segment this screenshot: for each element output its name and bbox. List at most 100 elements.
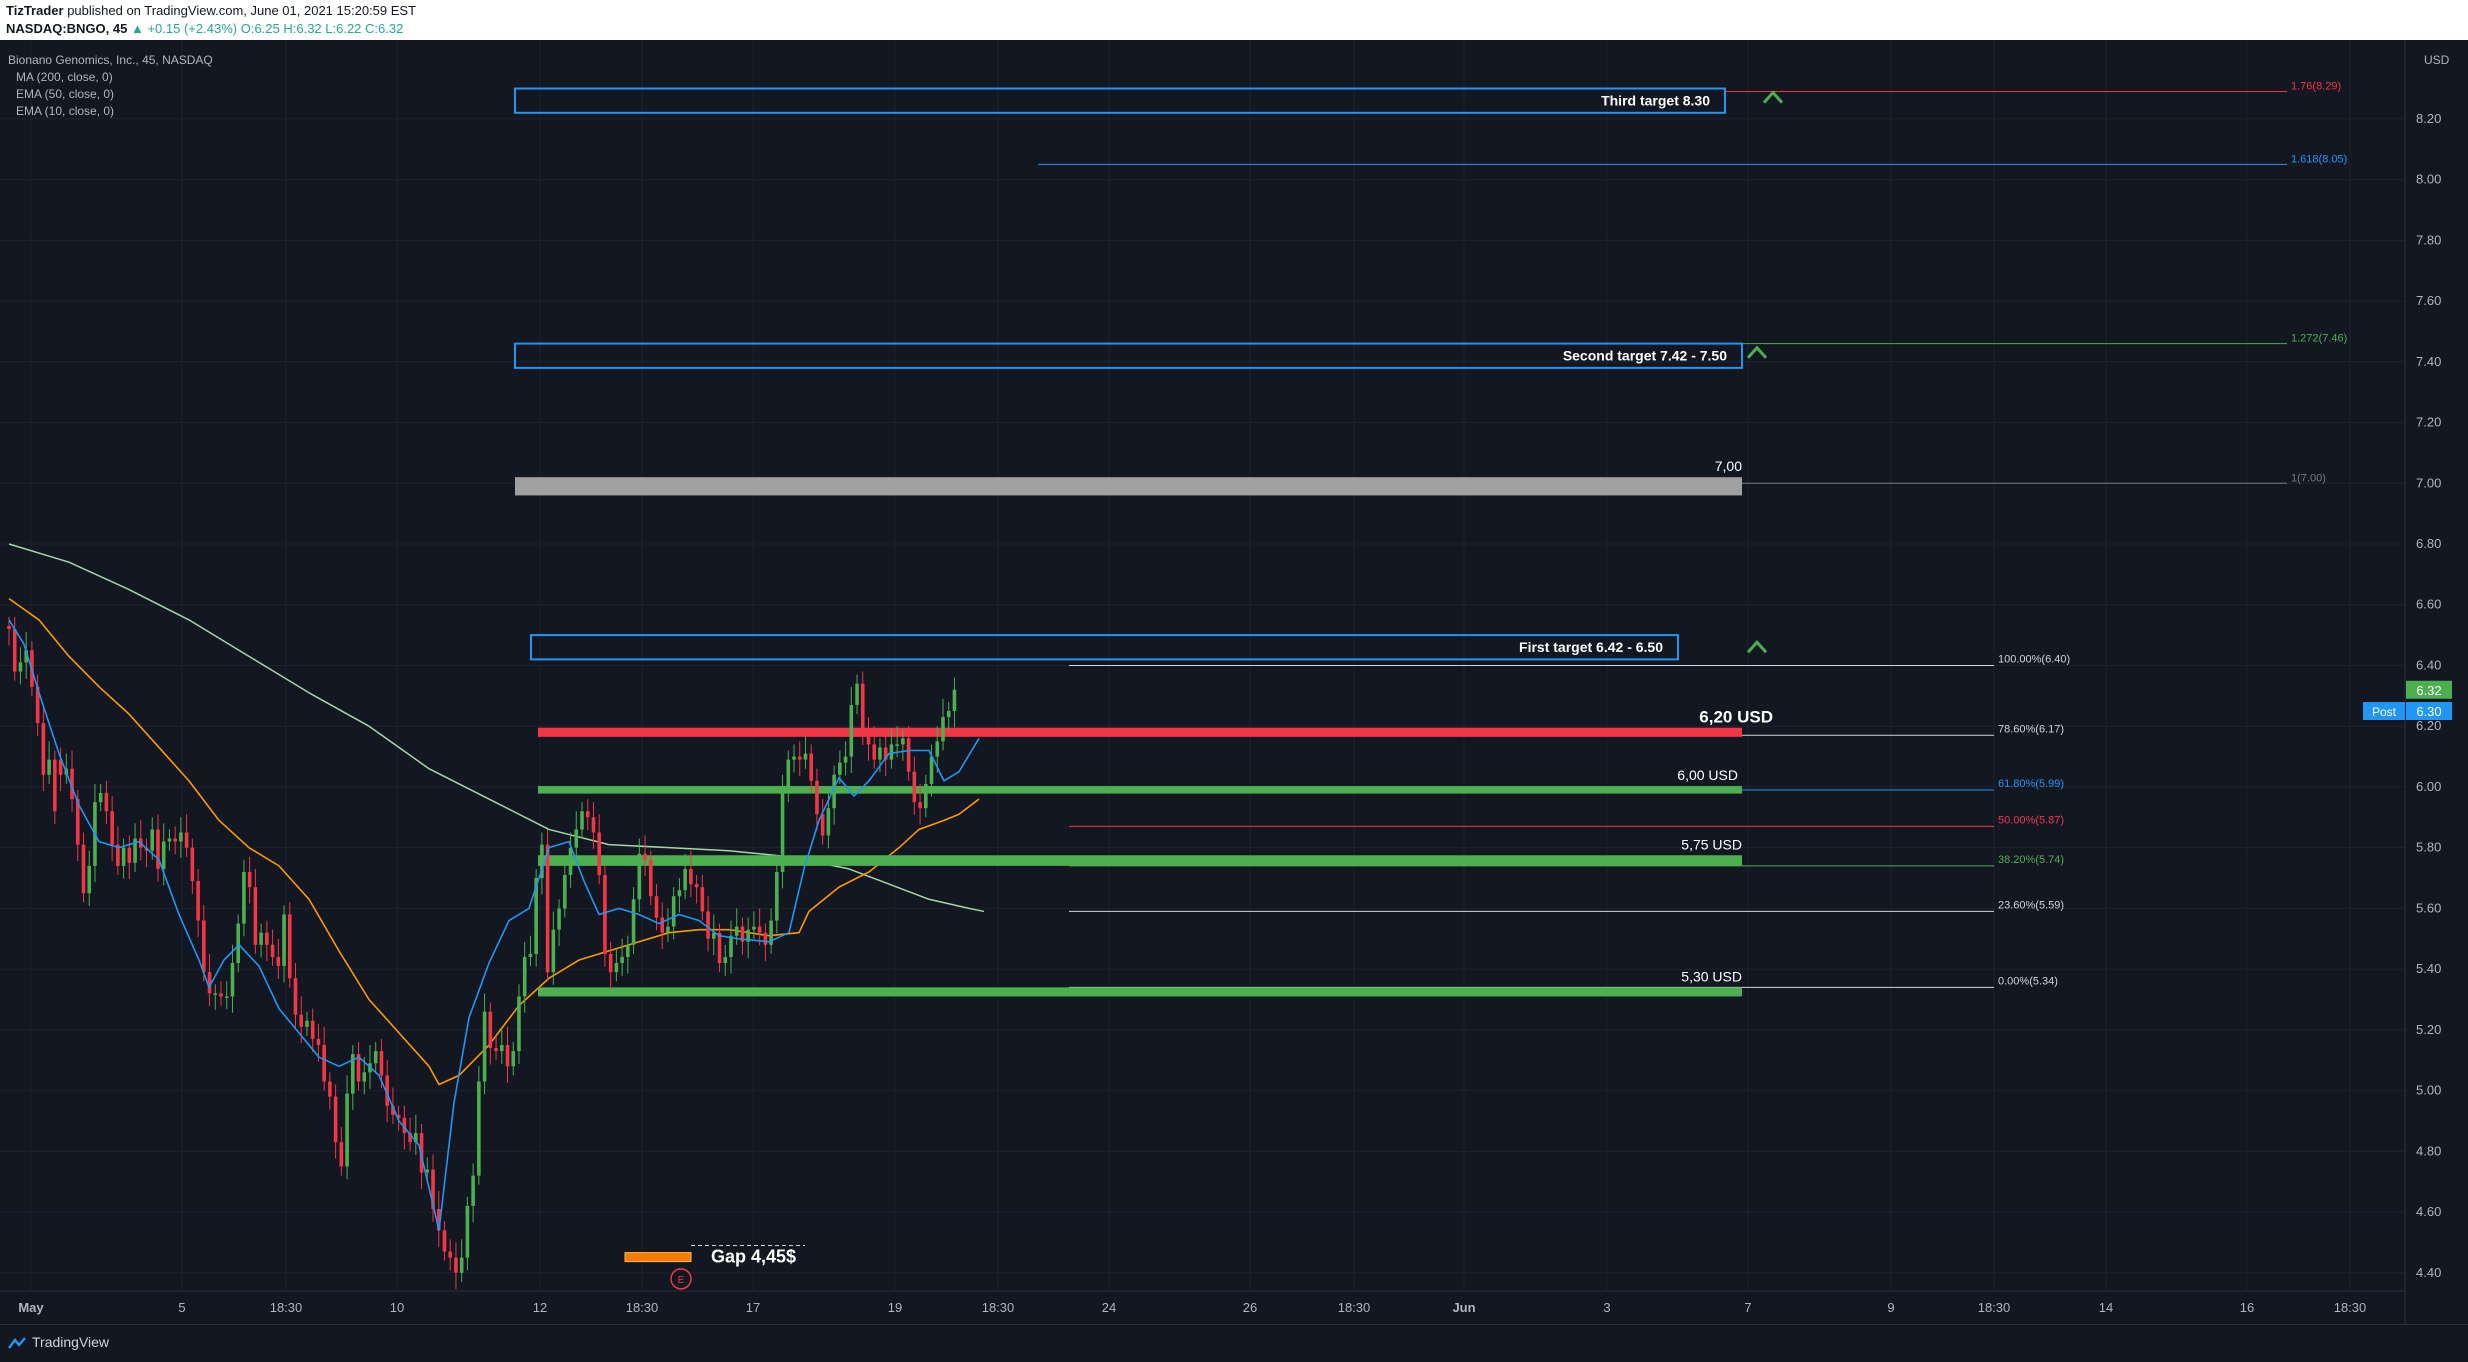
candle-body [362, 1072, 367, 1082]
candle-body [58, 759, 63, 775]
candle-body [585, 811, 590, 818]
candle-body [752, 926, 756, 930]
candle-body [557, 908, 561, 930]
post-price-badge [2406, 702, 2452, 721]
fib-level-label: 78.60%(6.17) [1998, 723, 2064, 735]
candle-body [459, 1257, 464, 1273]
candle-body [431, 1169, 435, 1210]
candle-body [425, 1169, 430, 1173]
ma200-legend[interactable]: MA (200, close, 0) [16, 70, 113, 84]
candle-body [757, 926, 762, 933]
candle-body [597, 832, 601, 875]
time-tick: 26 [1243, 1300, 1257, 1315]
price-tick: 5.00 [2416, 1083, 2441, 1098]
candle-body [396, 1114, 401, 1118]
target-label: Second target 7.42 - 7.50 [1563, 348, 1727, 364]
candle-body [70, 768, 74, 800]
candlesticks [7, 616, 957, 1290]
time-tick: 17 [746, 1300, 760, 1315]
time-tick: 19 [888, 1300, 902, 1315]
instrument-legend[interactable]: Bionano Genomics, Inc., 45, NASDAQ [8, 53, 213, 67]
up-arrow-icon [1762, 90, 1784, 104]
time-tick: 3 [1603, 1300, 1610, 1315]
candle-body [654, 896, 659, 918]
candle-body [310, 1020, 315, 1039]
time-tick: 18:30 [626, 1300, 659, 1315]
publisher-name[interactable]: TizTrader [6, 3, 64, 18]
candle-body [866, 732, 871, 745]
candle-body [929, 756, 934, 784]
tradingview-logo[interactable]: TradingView [8, 1334, 109, 1350]
price-tick: 5.80 [2416, 840, 2441, 855]
level-label: 5,30 USD [1681, 968, 1742, 984]
candle-body [786, 759, 791, 793]
fib-level-label: 61.80%(5.99) [1998, 778, 2064, 790]
candle-body [906, 738, 911, 772]
candle-body [190, 847, 195, 882]
time-tick: 18:30 [270, 1300, 303, 1315]
grid-lines [0, 40, 2405, 1291]
candle-body [826, 808, 831, 836]
candle-body [517, 996, 521, 1052]
candle-body [901, 738, 905, 745]
candle-body [511, 1051, 516, 1067]
candle-body [316, 1038, 321, 1046]
candle-body [402, 1117, 407, 1134]
candle-body [373, 1051, 378, 1064]
candle-body [293, 978, 298, 1015]
price-tick: 4.80 [2416, 1143, 2441, 1158]
candle-body [35, 686, 40, 724]
fib-level-label: 100.00%(6.40) [1998, 653, 2070, 665]
candle-body [763, 932, 768, 945]
candle-body [259, 932, 263, 945]
candle-body [895, 744, 899, 746]
candle-body [477, 1081, 481, 1176]
fib-level-label: 50.00%(5.87) [1998, 814, 2064, 826]
candle-body [528, 953, 533, 957]
candle-body [608, 953, 613, 973]
candle-body [878, 747, 882, 760]
time-tick: 5 [178, 1300, 185, 1315]
post-market-tag-label: Post [2372, 705, 2397, 719]
time-axis[interactable]: May 5 18:30 10 12 18:30 17 19 18:30 24 26 18:30 Jun 3… [18, 1300, 2366, 1315]
price-chart[interactable]: Third target 8.30 Second target 7.42 - 7.… [0, 40, 2468, 1324]
candle-body [236, 923, 240, 964]
candle-body [299, 1014, 304, 1027]
candle-body [156, 829, 160, 869]
candle-body [219, 993, 223, 997]
candle-body [81, 844, 86, 894]
chart-background [0, 40, 2468, 1324]
target-label: Third target 8.30 [1601, 93, 1710, 109]
candle-body [356, 1054, 361, 1082]
candle-body [563, 874, 567, 909]
candle-body [471, 1175, 475, 1206]
level-label: 5,75 USD [1681, 836, 1742, 852]
price-axis[interactable]: 8.20 8.00 7.80 7.60 7.40 7.20 7.00 6.80 6.60 6.40… [2363, 53, 2452, 1280]
candle-body [832, 774, 836, 809]
level-bar [515, 477, 1742, 496]
candle-body [694, 884, 699, 888]
candle-body [247, 871, 252, 888]
candle-body [465, 1205, 470, 1258]
candle-body [242, 871, 246, 924]
candle-body [660, 917, 665, 933]
tradingview-logo-icon [8, 1337, 26, 1350]
candle-body [769, 920, 773, 945]
candle-body [379, 1051, 384, 1076]
candle-body [454, 1257, 458, 1273]
candle-body [282, 914, 286, 967]
footer-brand: TradingView [32, 1334, 110, 1350]
ema10-legend[interactable]: EMA (10, close, 0) [16, 104, 114, 118]
candle-body [391, 1105, 395, 1115]
price-tick: 6.00 [2416, 779, 2441, 794]
candle-body [482, 1011, 487, 1082]
candle-body [792, 756, 796, 760]
candle-body [711, 932, 716, 939]
candle-body [706, 911, 710, 939]
price-tick: 7.00 [2416, 475, 2441, 490]
candle-body [179, 832, 183, 842]
ema50-legend[interactable]: EMA (50, close, 0) [16, 87, 114, 101]
candle-body [121, 847, 126, 866]
ema50-line [8, 598, 980, 1086]
annotation-labels: Third target 8.30 Second target 7.42 - 7.… [624, 81, 2347, 1290]
